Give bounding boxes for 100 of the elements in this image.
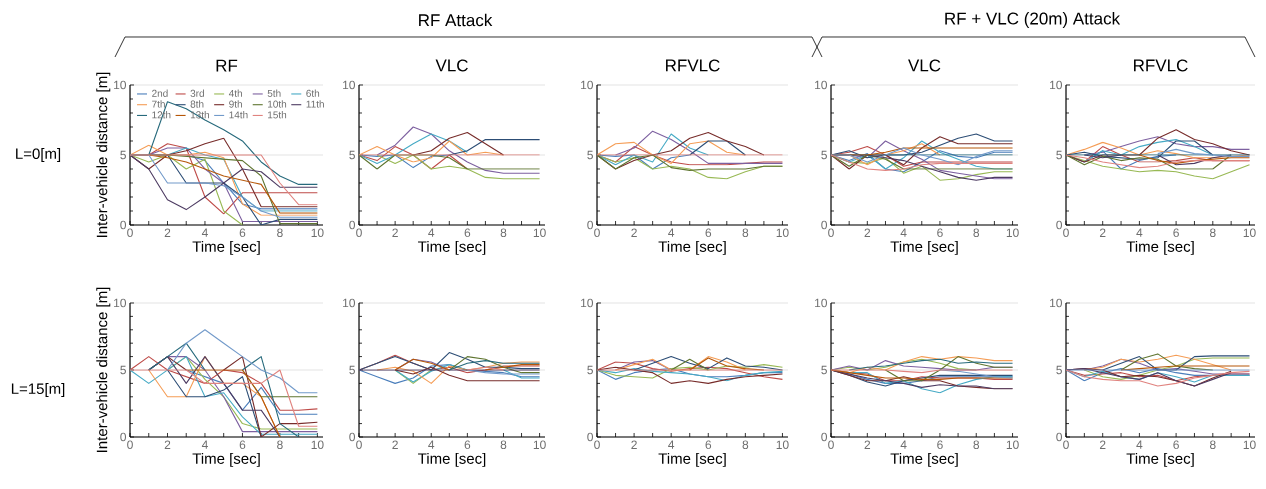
x-tick-label: 4	[428, 228, 435, 237]
x-axis-title: Time [sec]	[890, 240, 958, 255]
x-tick-label: 2	[864, 440, 871, 449]
text: RF + VLC (20m) Attack	[945, 12, 1121, 28]
x-tick-label: 4	[1136, 228, 1143, 237]
x-tick-label: 2	[164, 228, 171, 237]
x-tick-label: 4	[201, 228, 208, 237]
chart-title: VLC	[908, 59, 941, 72]
chart-title: VLC	[435, 59, 468, 72]
chart-title: RF	[216, 59, 238, 72]
legend-label: 6th	[306, 89, 320, 97]
y-tick-label: 5	[349, 365, 355, 375]
y-tick-label: 10	[114, 80, 127, 90]
x-tick-label: 2	[1099, 440, 1106, 449]
legend-label: 14th	[229, 111, 248, 119]
x-tick-label: 4	[1136, 440, 1143, 449]
x-axis-title: Time [sec]	[192, 452, 260, 467]
y-tick-label: 10	[1050, 298, 1062, 308]
x-tick-label: 2	[1099, 228, 1106, 237]
y-tick-label: 5	[349, 150, 355, 160]
x-tick-label: 6	[937, 440, 943, 450]
x-axis-title: Time [sec]	[1126, 240, 1194, 255]
y-tick-label: 5	[1056, 365, 1062, 375]
x-tick-label: 8	[742, 440, 749, 450]
x-tick-label: 4	[668, 440, 675, 449]
y-tick-label: 10	[1050, 80, 1062, 90]
y-tick-label: 0	[349, 220, 356, 230]
x-tick-label: 2	[864, 228, 871, 237]
y-tick-label: 10	[114, 298, 127, 308]
x-tick-label: 6	[239, 228, 246, 238]
chart-title: RFVLC	[666, 59, 720, 72]
y-tick-label: 5	[120, 365, 126, 375]
y-tick-label: 10	[343, 298, 356, 308]
y-tick-label: 5	[821, 150, 827, 160]
x-tick-label: 10	[776, 228, 789, 238]
legend-label: 7th	[152, 100, 165, 108]
y-tick-label: 0	[587, 432, 594, 442]
legend-label: 15th	[268, 111, 287, 119]
y-tick-label: 5	[821, 365, 827, 375]
y-axis-title: Inter-vehicle distance [m]	[96, 72, 111, 237]
chart-title: RFVLC	[1134, 59, 1188, 72]
text: RF Attack	[419, 13, 493, 27]
y-tick-label: 0	[120, 432, 127, 442]
x-axis-title: Time [sec]	[658, 240, 726, 255]
x-tick-label: 4	[900, 228, 907, 237]
y-tick-label: 10	[581, 298, 594, 308]
y-tick-label: 0	[821, 432, 828, 442]
x-tick-label: 8	[500, 440, 507, 450]
x-tick-label: 2	[392, 228, 398, 237]
y-tick-label: 10	[815, 298, 828, 308]
text: L=0[m]	[16, 148, 61, 162]
x-tick-label: 8	[500, 228, 507, 238]
x-tick-label: 4	[201, 440, 208, 449]
x-tick-label: 2	[392, 440, 398, 449]
x-tick-label: 2	[631, 228, 637, 237]
x-tick-label: 6	[1173, 228, 1179, 238]
legend-label: 10th	[268, 100, 287, 108]
text: L=15[m]	[11, 382, 65, 397]
x-tick-label: 10	[1243, 440, 1256, 450]
x-axis-title: Time [sec]	[192, 240, 260, 255]
x-axis-title: Time [sec]	[1126, 452, 1194, 467]
x-tick-label: 8	[1209, 440, 1216, 450]
legend-label: 3rd	[190, 89, 204, 97]
x-axis-title: Time [sec]	[418, 240, 486, 255]
y-tick-label: 0	[1056, 220, 1063, 230]
x-tick-label: 6	[464, 440, 471, 450]
legend-label: 5th	[267, 89, 281, 97]
legend-label: 4th	[228, 89, 242, 97]
y-tick-label: 5	[587, 150, 593, 160]
x-tick-label: 8	[742, 228, 749, 238]
y-axis-title: Inter-vehicle distance [m]	[96, 287, 111, 452]
x-tick-label: 6	[705, 228, 712, 238]
x-tick-label: 4	[428, 440, 435, 449]
x-tick-label: 6	[937, 228, 943, 238]
legend-label: 8th	[190, 100, 204, 108]
y-tick-label: 10	[581, 80, 594, 90]
y-tick-label: 0	[1056, 432, 1063, 442]
y-tick-label: 10	[815, 80, 828, 90]
legend-label: 9th	[229, 100, 242, 108]
x-axis-title: Time [sec]	[658, 452, 726, 467]
y-tick-label: 0	[821, 220, 828, 230]
x-tick-label: 10	[533, 440, 546, 450]
y-tick-label: 0	[120, 220, 127, 230]
x-tick-label: 8	[973, 228, 980, 238]
y-tick-label: 5	[1056, 150, 1062, 160]
x-tick-label: 8	[277, 440, 283, 450]
x-tick-label: 10	[1006, 440, 1019, 450]
x-tick-label: 2	[631, 440, 637, 449]
x-axis-title: Time [sec]	[418, 452, 486, 467]
x-tick-label: 8	[973, 440, 980, 450]
legend-label: 11th	[306, 100, 324, 108]
x-tick-label: 8	[1209, 228, 1216, 238]
x-tick-label: 10	[1006, 228, 1019, 238]
x-axis-title: Time [sec]	[890, 452, 958, 467]
y-tick-label: 5	[587, 365, 593, 375]
x-tick-label: 10	[311, 440, 324, 450]
x-tick-label: 6	[464, 228, 471, 238]
x-tick-label: 6	[705, 440, 712, 450]
y-tick-label: 5	[120, 150, 126, 160]
x-tick-label: 6	[239, 440, 246, 450]
